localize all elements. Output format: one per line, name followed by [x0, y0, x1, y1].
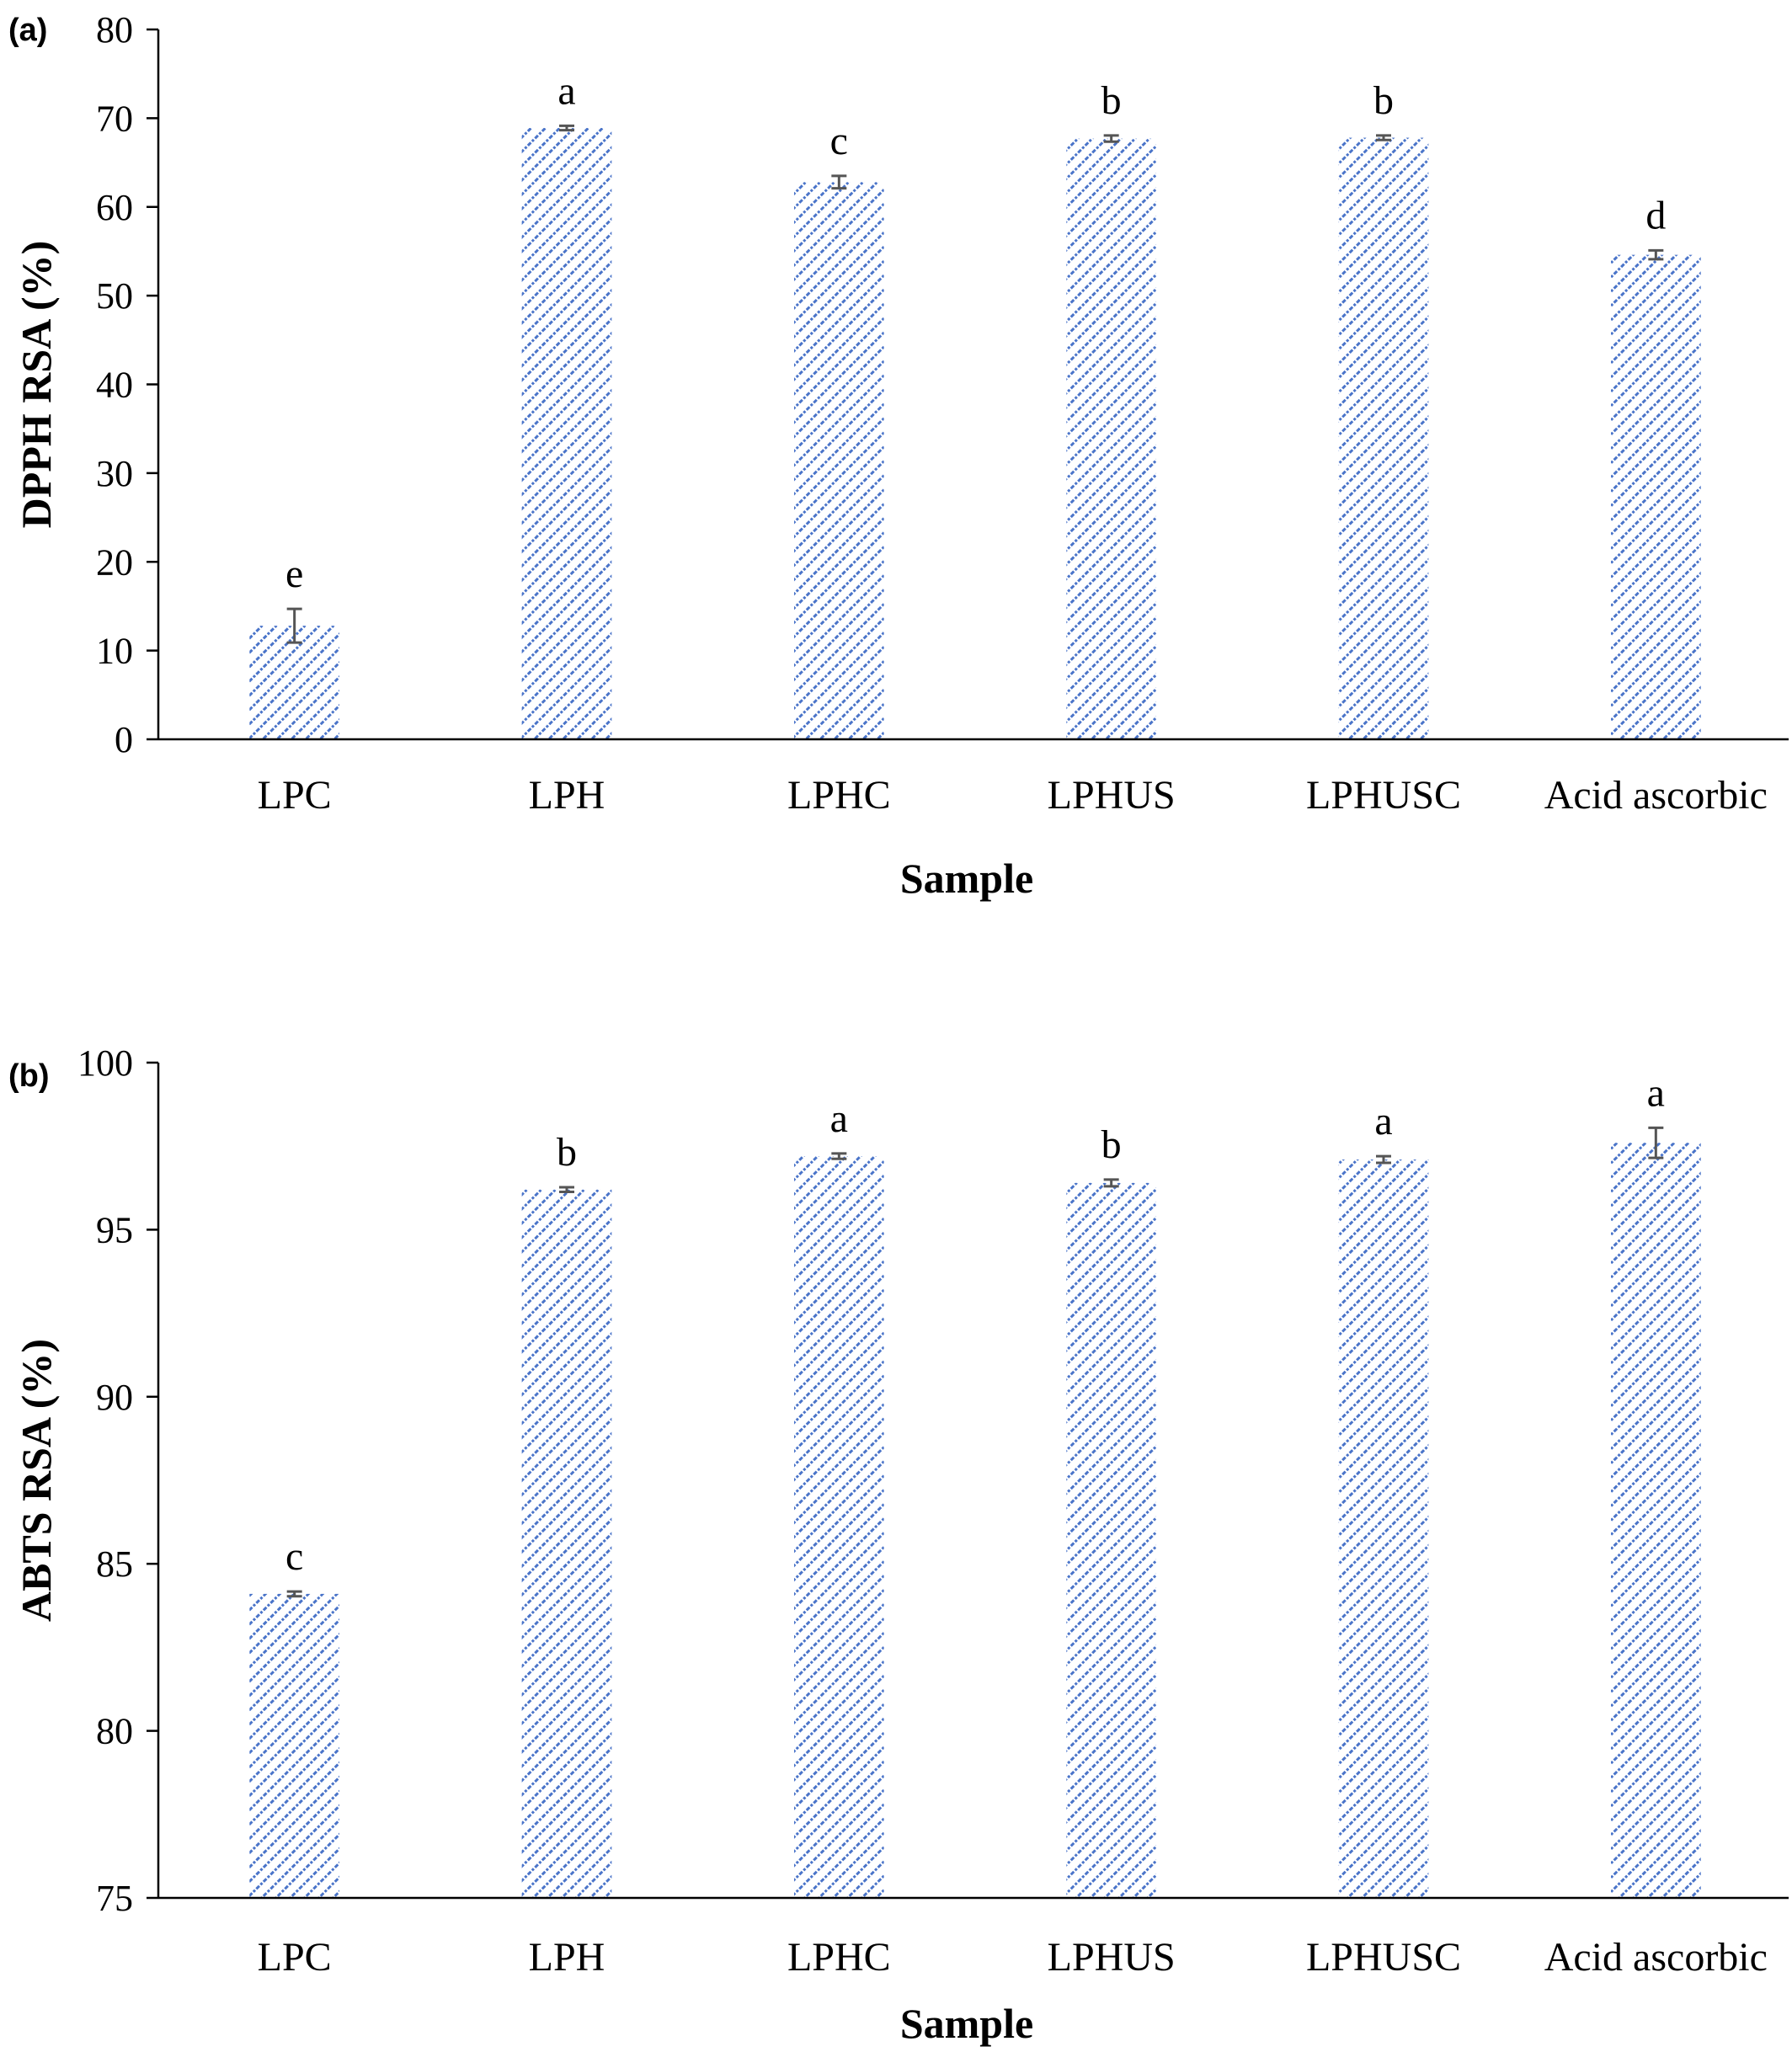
y-tick-label: 30	[96, 453, 133, 494]
y-tick-labels-b: 75 80 85 90 95 100	[77, 1042, 158, 1919]
y-tick-label: 80	[96, 9, 133, 51]
significance-letters-b: c b a b a a	[285, 1070, 1665, 1579]
error-bar	[1648, 248, 1664, 261]
significance-letter: a	[1374, 1099, 1392, 1143]
x-tick-labels-a: LPC LPH LPHC LPHUS LPHUSC Acid ascorbic	[258, 773, 1768, 818]
significance-letter: a	[1647, 1070, 1665, 1115]
significance-letter: c	[285, 1534, 303, 1579]
x-tick-label: LPH	[529, 773, 605, 818]
significance-letter: b	[1101, 1122, 1122, 1167]
y-tick-label: 90	[96, 1377, 133, 1418]
significance-letter: a	[557, 68, 575, 113]
y-tick-label: 10	[96, 631, 133, 672]
bars-b	[249, 1143, 1701, 1898]
significance-letter: e	[285, 552, 303, 596]
significance-letter: d	[1645, 193, 1666, 237]
x-tick-label: LPHC	[787, 1935, 891, 1980]
bar	[1610, 254, 1701, 740]
bar	[521, 1189, 612, 1898]
x-tick-label: LPH	[529, 1935, 605, 1980]
bars-a	[249, 127, 1701, 740]
x-tick-label: LPHUSC	[1306, 1935, 1461, 1980]
y-tick-labels-a: 0 10 20 30 40 50 60 70 80	[96, 9, 158, 760]
significance-letter: b	[1373, 78, 1394, 123]
y-tick-label: 85	[96, 1543, 133, 1585]
bar	[249, 1593, 340, 1898]
chart-panel-b: (b) 75 80 85 90 95 100 c b a b a a LPC LPH LPHC LPHUS…	[8, 1042, 1789, 2047]
bar	[1610, 1143, 1701, 1898]
y-tick-label: 80	[96, 1711, 133, 1752]
error-bar	[1103, 1178, 1119, 1188]
x-axis-title-b: Sample	[900, 2000, 1033, 2047]
error-bars-a	[286, 124, 1664, 644]
significance-letter: a	[830, 1096, 848, 1141]
x-tick-labels-b: LPC LPH LPHC LPHUS LPHUSC Acid ascorbic	[258, 1935, 1768, 1980]
bar	[1338, 1159, 1429, 1898]
x-tick-label: LPC	[258, 773, 332, 818]
y-axis-title-a: DPPH RSA (%)	[13, 241, 60, 529]
y-tick-label: 60	[96, 187, 133, 228]
y-axis-title-b: ABTS RSA (%)	[13, 1339, 60, 1622]
x-axis-title-a: Sample	[900, 855, 1033, 902]
bar	[793, 1156, 884, 1898]
x-tick-label: LPHUS	[1048, 773, 1176, 818]
bar	[521, 127, 612, 739]
error-bar	[1648, 1126, 1664, 1159]
x-tick-label: LPC	[258, 1935, 332, 1980]
y-tick-label: 40	[96, 365, 133, 406]
x-tick-label: Acid ascorbic	[1544, 1935, 1768, 1980]
y-tick-label: 20	[96, 541, 133, 583]
error-bar	[1376, 1154, 1391, 1165]
y-tick-label: 100	[77, 1042, 133, 1084]
bar	[1066, 138, 1157, 739]
error-bar	[1103, 134, 1119, 143]
y-tick-label: 70	[96, 98, 133, 139]
error-bar	[559, 124, 574, 132]
panel-label-a: (a)	[8, 13, 47, 48]
y-tick-label: 95	[96, 1209, 133, 1250]
bar	[793, 182, 884, 739]
significance-letters-a: e a c b b d	[285, 68, 1666, 596]
y-tick-label: 50	[96, 275, 133, 317]
error-bar	[831, 174, 847, 190]
bar	[1338, 137, 1429, 739]
x-tick-label: Acid ascorbic	[1544, 773, 1768, 818]
x-tick-label: LPHUSC	[1306, 773, 1461, 818]
error-bar	[286, 1590, 302, 1598]
y-tick-label: 0	[115, 719, 133, 760]
bar	[1066, 1182, 1157, 1898]
error-bar	[1376, 134, 1391, 141]
significance-letter: b	[557, 1130, 577, 1175]
bar	[249, 626, 340, 739]
error-bar	[286, 607, 302, 644]
x-tick-label: LPHUS	[1048, 1935, 1176, 1980]
significance-letter: c	[830, 119, 848, 163]
x-tick-label: LPHC	[787, 773, 891, 818]
significance-letter: b	[1101, 78, 1122, 123]
error-bar	[559, 1186, 574, 1194]
y-tick-label: 75	[96, 1878, 133, 1919]
panel-label-b: (b)	[8, 1058, 50, 1094]
error-bar	[831, 1152, 847, 1160]
error-bars-b	[286, 1126, 1664, 1598]
